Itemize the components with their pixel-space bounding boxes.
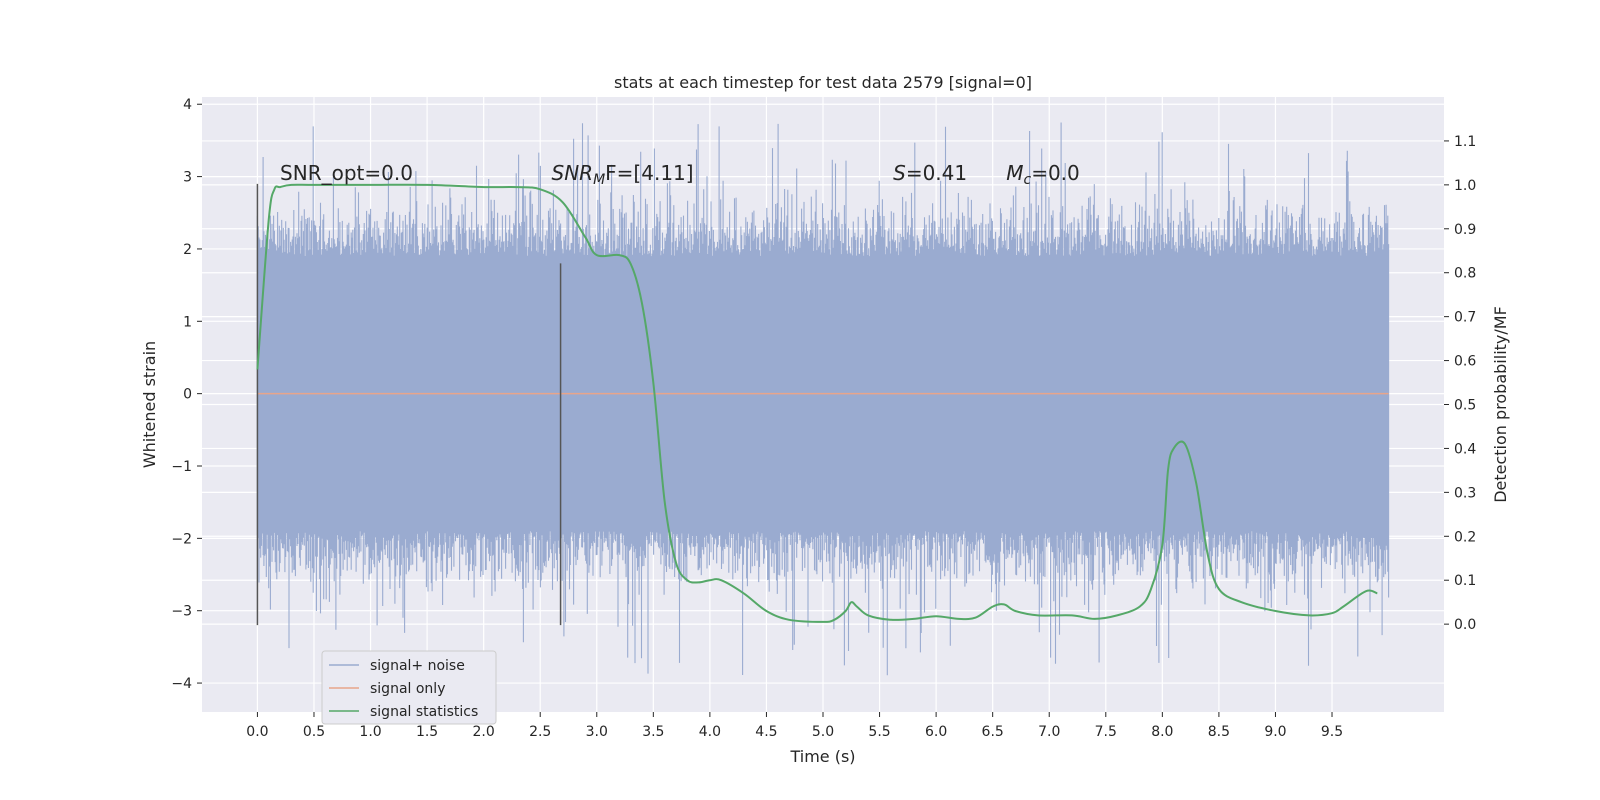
legend-entry-signal-only: signal only bbox=[370, 681, 445, 697]
annotation-mc-value: =0.0 bbox=[1031, 161, 1080, 185]
x-axis-ticks: 0.0 0.5 1.0 1.5 2.0 2.5 3.0 3.5 4.0 4.5 5.0 5.5 6.0 6… bbox=[246, 712, 1343, 740]
legend-entry-signal-plus-noise: signal+ noise bbox=[370, 658, 465, 674]
x-tick-label: 6.5 bbox=[982, 724, 1004, 740]
annotation-mc-sub: c bbox=[1024, 172, 1032, 188]
y-axis-label: Whitened strain bbox=[140, 341, 159, 468]
y2-tick-label: 0.1 bbox=[1454, 573, 1476, 589]
chart-title: stats at each timestep for test data 257… bbox=[614, 73, 1032, 92]
y-tick-label: −3 bbox=[171, 604, 192, 620]
x-tick-label: 0.5 bbox=[303, 724, 325, 740]
x-tick-label: 1.0 bbox=[359, 724, 381, 740]
y2-tick-label: 0.4 bbox=[1454, 441, 1476, 457]
annotation-snr-mf-base: SNR bbox=[552, 161, 594, 185]
vertical-markers bbox=[256, 183, 562, 626]
y-axis-ticks: −4 −3 −2 −1 0 1 2 3 4 bbox=[171, 97, 202, 692]
y-tick-label: 0 bbox=[183, 387, 192, 403]
y2-tick-label: 1.1 bbox=[1454, 134, 1476, 150]
annotation-mc: Mc=0.0 bbox=[1006, 161, 1080, 188]
annotation-mc-symbol: M bbox=[1006, 161, 1023, 185]
x-tick-label: 6.0 bbox=[925, 724, 947, 740]
y2-axis-label: Detection probability/MF bbox=[1491, 306, 1510, 503]
x-tick-label: 2.5 bbox=[529, 724, 551, 740]
x-tick-label: 5.5 bbox=[868, 724, 890, 740]
x-tick-label: 8.0 bbox=[1151, 724, 1173, 740]
y2-tick-label: 0.5 bbox=[1454, 398, 1476, 414]
y2-tick-label: 0.2 bbox=[1454, 529, 1476, 545]
annotation-snr-mf-sub: M bbox=[593, 172, 605, 188]
x-tick-label: 4.0 bbox=[699, 724, 721, 740]
annotation-s-symbol: S bbox=[893, 161, 906, 185]
legend-entry-signal-statistics: signal statistics bbox=[370, 704, 478, 720]
y2-tick-label: 0.8 bbox=[1454, 266, 1476, 282]
x-tick-label: 5.0 bbox=[812, 724, 834, 740]
y2-axis-ticks: 0.0 0.1 0.2 0.3 0.4 0.5 0.6 0.7 0.8 0.9 1.0 1.1 bbox=[1444, 134, 1476, 633]
x-tick-label: 9.5 bbox=[1321, 724, 1343, 740]
annotation-snr-mf-rest: F=[4.11] bbox=[605, 161, 693, 185]
series-signal-statistics bbox=[256, 183, 1378, 623]
legend: signal+ noise signal only signal statist… bbox=[321, 650, 497, 725]
y-tick-label: −1 bbox=[171, 459, 192, 475]
y-tick-label: −4 bbox=[171, 676, 192, 692]
y2-tick-label: 1.0 bbox=[1454, 178, 1476, 194]
x-tick-label: 7.0 bbox=[1038, 724, 1060, 740]
y-tick-label: 3 bbox=[183, 170, 192, 186]
x-tick-label: 9.0 bbox=[1264, 724, 1286, 740]
y2-tick-label: 0.9 bbox=[1454, 222, 1476, 238]
x-tick-label: 3.5 bbox=[642, 724, 664, 740]
legend-box bbox=[321, 650, 497, 725]
y-tick-label: 1 bbox=[183, 314, 192, 330]
x-tick-label: 8.5 bbox=[1208, 724, 1230, 740]
annotation-s: S=0.41 bbox=[893, 161, 967, 185]
x-tick-label: 7.5 bbox=[1095, 724, 1117, 740]
x-tick-label: 4.5 bbox=[755, 724, 777, 740]
y2-tick-label: 0.3 bbox=[1454, 485, 1476, 501]
y2-tick-label: 0.6 bbox=[1454, 354, 1476, 370]
y-tick-label: −2 bbox=[171, 531, 192, 547]
y-tick-label: 4 bbox=[183, 97, 192, 113]
x-tick-label: 0.0 bbox=[246, 724, 268, 740]
y2-tick-label: 0.7 bbox=[1454, 310, 1476, 326]
annotation-snr-mf: SNRMF=[4.11] bbox=[552, 161, 694, 188]
y2-tick-label: 0.0 bbox=[1454, 617, 1476, 633]
annotation-snr-opt: SNR_opt=0.0 bbox=[280, 161, 413, 185]
x-tick-label: 2.0 bbox=[473, 724, 495, 740]
x-axis-label: Time (s) bbox=[789, 747, 855, 766]
annotation-s-value: =0.41 bbox=[906, 161, 967, 185]
x-tick-label: 1.5 bbox=[416, 724, 438, 740]
x-tick-label: 3.0 bbox=[586, 724, 608, 740]
y-tick-label: 2 bbox=[183, 242, 192, 258]
